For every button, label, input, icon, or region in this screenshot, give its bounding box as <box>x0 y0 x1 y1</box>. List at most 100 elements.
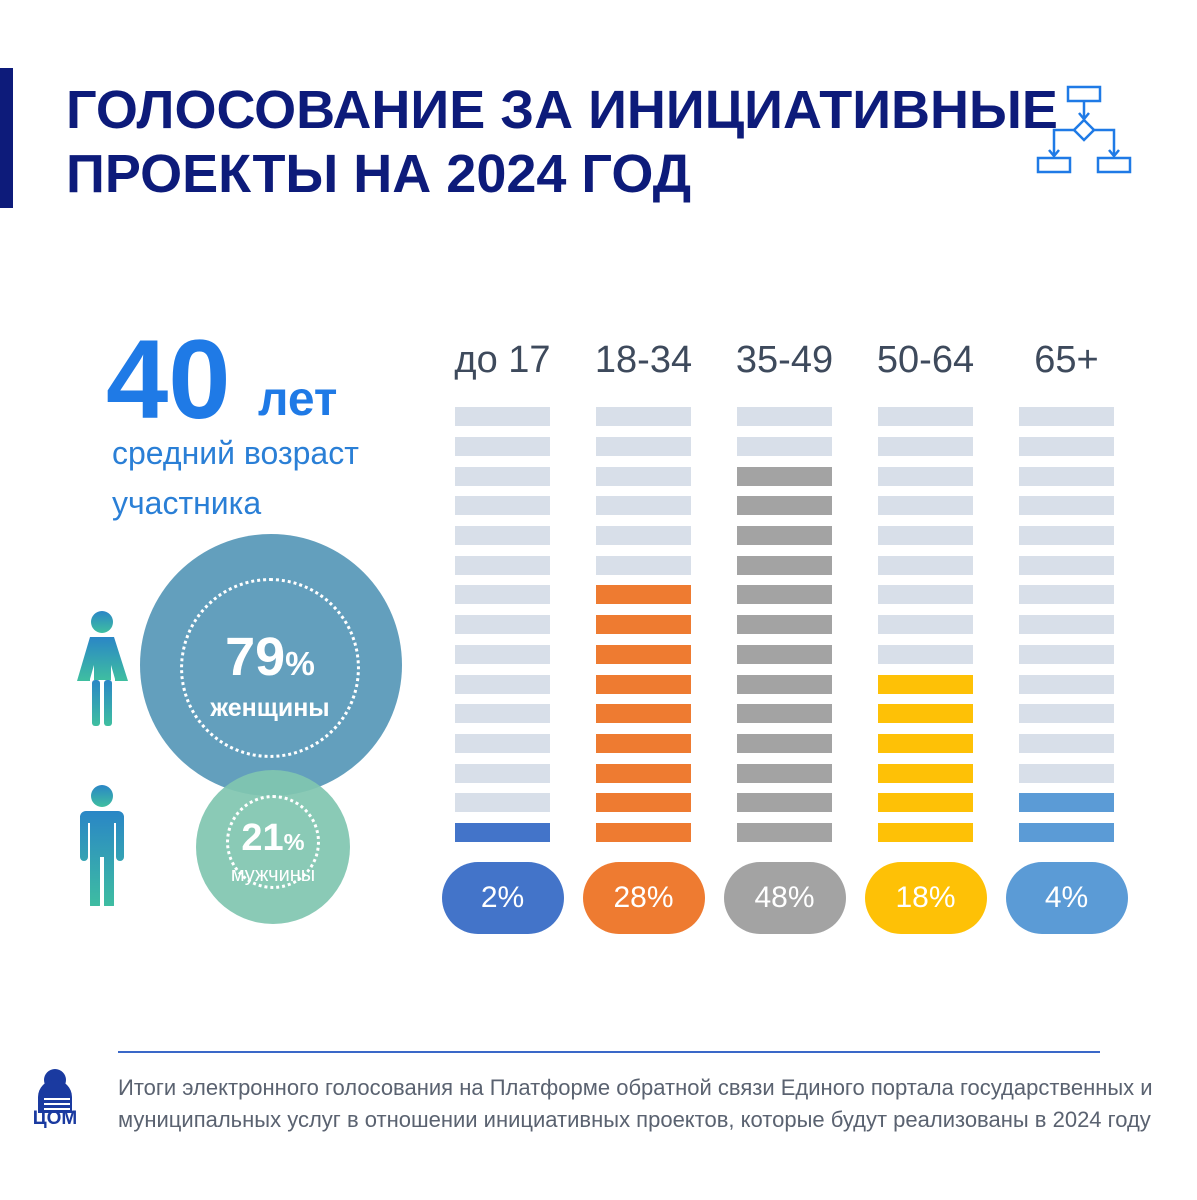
bar-segment-empty <box>1019 585 1114 604</box>
value-label-pill: 2% <box>441 862 564 934</box>
bar-segment-filled <box>596 675 691 694</box>
bar-segment-filled <box>878 734 973 753</box>
men-percent-value: 21 <box>241 817 284 859</box>
bar-segment-empty <box>1019 734 1114 753</box>
bar-segment-filled <box>596 704 691 723</box>
bar-segment-empty <box>878 585 973 604</box>
footnote: Итоги электронного голосования на Платфо… <box>118 1072 1153 1136</box>
category-label: 65+ <box>1034 339 1099 381</box>
bar-segment-filled <box>737 585 832 604</box>
bar-segment-empty <box>878 556 973 575</box>
category-label: 50-64 <box>876 339 975 381</box>
category-label: 18-34 <box>594 339 693 381</box>
bar-segment-empty <box>737 407 832 426</box>
bar-segment-filled <box>737 823 832 842</box>
bar-segment-empty <box>596 526 691 545</box>
value-label-pill: 48% <box>723 862 846 934</box>
bar-segment-filled <box>737 526 832 545</box>
bar-segment-empty <box>596 437 691 456</box>
average-age-caption: средний возраст участника <box>112 428 359 528</box>
bar-segment-filled <box>737 645 832 664</box>
bar-segment-filled <box>596 823 691 842</box>
men-label: мужчины <box>230 864 316 886</box>
men-percent: 21% <box>213 816 333 864</box>
women-percent-symbol: % <box>285 646 315 683</box>
value-label-pill: 18% <box>864 862 987 934</box>
bar-segment-empty <box>455 437 550 456</box>
bar-segment-filled <box>737 764 832 783</box>
bar-segment-filled <box>737 467 832 486</box>
average-age-caption-line-1: средний возраст <box>112 435 359 471</box>
women-dotted-ring <box>180 578 360 758</box>
man-icon <box>80 785 124 906</box>
bar-segment-empty <box>455 496 550 515</box>
bar-segment-empty <box>455 407 550 426</box>
men-dotted-ring <box>226 795 320 889</box>
title-line-2: ПРОЕКТЫ НА 2024 ГОД <box>66 144 692 204</box>
com-logo-text: ЦОМ <box>32 1108 78 1129</box>
category-label: до 17 <box>454 339 551 381</box>
bar-segment-filled <box>596 585 691 604</box>
bar-segment-empty <box>596 407 691 426</box>
bar-segment-empty <box>1019 556 1114 575</box>
bar-segment-filled <box>1019 793 1114 812</box>
bar-segment-empty <box>878 437 973 456</box>
bar-segment-filled <box>737 704 832 723</box>
bar-segment-filled <box>737 556 832 575</box>
bar-segment-empty <box>455 704 550 723</box>
bar-segment-empty <box>455 585 550 604</box>
woman-icon <box>77 611 128 726</box>
page-title: ГОЛОСОВАНИЕ ЗА ИНИЦИАТИВНЫЕ ПРОЕКТЫ НА 2… <box>66 78 1058 206</box>
women-percent: 79% <box>200 626 340 696</box>
bar-segment-empty <box>878 407 973 426</box>
bar-segment-empty <box>455 645 550 664</box>
bar-segment-empty <box>455 615 550 634</box>
bar-segment-empty <box>1019 615 1114 634</box>
bar-segment-filled <box>596 734 691 753</box>
bar-segment-empty <box>455 556 550 575</box>
bar-segment-empty <box>1019 645 1114 664</box>
bar-segment-empty <box>878 526 973 545</box>
bar-segment-empty <box>878 467 973 486</box>
bar-segment-filled <box>737 496 832 515</box>
bar-segment-empty <box>1019 407 1114 426</box>
bar-segment-filled <box>878 823 973 842</box>
bar-segment-filled <box>737 615 832 634</box>
bar-segment-filled <box>596 615 691 634</box>
average-age-caption-line-2: участника <box>112 485 262 521</box>
average-age-unit: лет <box>258 373 338 426</box>
bar-segment-empty <box>455 734 550 753</box>
value-label-pill: 4% <box>1005 862 1128 934</box>
bar-segment-empty <box>1019 467 1114 486</box>
bar-segment-empty <box>878 496 973 515</box>
bar-segment-empty <box>878 645 973 664</box>
bar-segment-filled <box>737 675 832 694</box>
bar-segment-filled <box>596 645 691 664</box>
flowchart-icon <box>1036 85 1132 174</box>
bar-segment-empty <box>455 526 550 545</box>
bar-segment-filled <box>737 793 832 812</box>
bar-segment-empty <box>1019 496 1114 515</box>
bar-segment-filled <box>878 675 973 694</box>
bar-segment-empty <box>1019 437 1114 456</box>
footnote-line-1: Итоги электронного голосования на Платфо… <box>118 1075 1153 1100</box>
women-percent-value: 79 <box>225 627 286 687</box>
bar-segment-filled <box>596 764 691 783</box>
bar-segment-empty <box>1019 704 1114 723</box>
men-percent-symbol: % <box>283 829 305 855</box>
bar-segment-empty <box>455 764 550 783</box>
bar-segment-empty <box>455 467 550 486</box>
value-label-pill: 28% <box>582 862 705 934</box>
title-line-1: ГОЛОСОВАНИЕ ЗА ИНИЦИАТИВНЫЕ <box>66 80 1058 140</box>
women-label: женщины <box>210 694 330 722</box>
bar-segment-filled <box>455 823 550 842</box>
com-logo-icon <box>38 1069 72 1113</box>
bar-segment-empty <box>455 793 550 812</box>
bar-segment-empty <box>596 467 691 486</box>
bar-segment-filled <box>878 764 973 783</box>
bar-segment-filled <box>737 734 832 753</box>
bar-segment-empty <box>878 615 973 634</box>
footer-divider <box>118 1051 1100 1053</box>
footnote-line-2: муниципальных услуг в отношении инициати… <box>118 1107 1151 1132</box>
